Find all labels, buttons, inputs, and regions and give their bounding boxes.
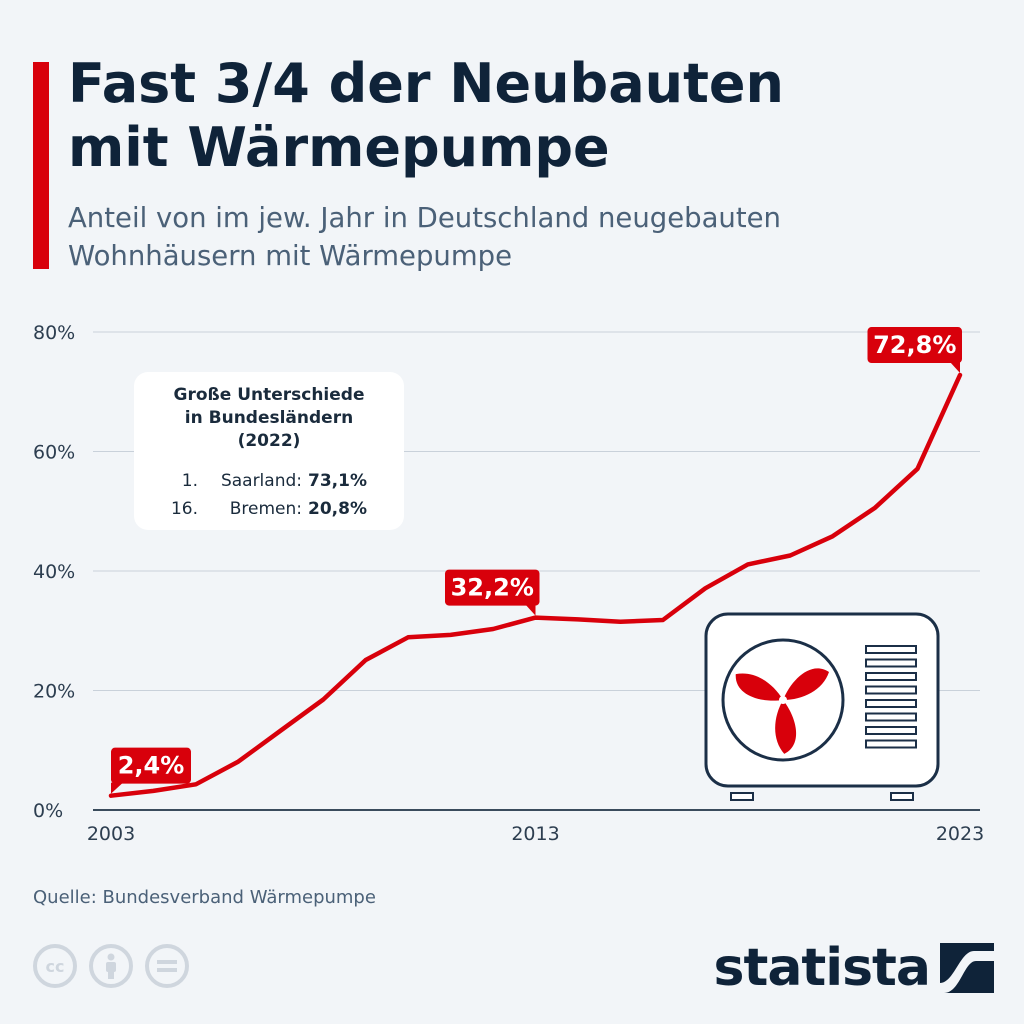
series-line	[108, 372, 963, 798]
y-tick-label: 20%	[33, 681, 75, 703]
series-group	[108, 372, 963, 798]
value-label: 2,4%	[111, 747, 191, 794]
y-tick-label: 80%	[33, 322, 75, 344]
vent-slat	[865, 658, 917, 668]
value-label-box	[867, 327, 962, 364]
annotation-state: Saarland:	[221, 471, 302, 491]
annotation-state: Bremen:	[230, 499, 302, 519]
x-tick-label: 2023	[936, 823, 984, 845]
vent-slat	[865, 726, 917, 735]
fan-icon	[735, 668, 829, 754]
source-note: Quelle: Bundesverband Wärmepumpe	[33, 887, 376, 908]
y-tick-label: 60%	[33, 442, 75, 464]
value-label: 72,8%	[867, 327, 962, 374]
license-icons: cc	[33, 944, 189, 988]
annotation-title-line: in Bundesländern	[185, 408, 353, 428]
annotation-panel	[134, 372, 404, 530]
fan-hub	[779, 696, 787, 704]
value-label-text: 72,8%	[873, 331, 956, 359]
heat-pump-icon	[704, 612, 940, 801]
line-chart: 0% 20% 40% 60% 80% 2003 2013 2023 2,4% 32,2% 72,…	[33, 322, 984, 845]
vent-slat	[865, 699, 917, 708]
vent-slat	[865, 685, 917, 695]
chart-title: Fast 3/4 der Neubauten mit Wärmepumpe	[68, 52, 784, 179]
value-label-tail	[525, 604, 536, 616]
cc-icon: cc	[33, 944, 77, 988]
fan-blade	[775, 700, 797, 754]
vent-slat	[865, 712, 917, 722]
heat-pump-foot-right	[890, 792, 914, 801]
vent-slat	[865, 672, 917, 681]
annotation-box: Große Unterschiede in Bundesländern (2022)…	[134, 372, 404, 530]
x-tick-label: 2013	[511, 823, 559, 845]
value-label-tail	[111, 782, 123, 794]
annotation-title-line: Große Unterschiede	[174, 385, 365, 405]
vent-slat	[865, 739, 917, 749]
annotation-value: 73,1%	[308, 471, 367, 491]
heat-pump-foot-left	[730, 792, 754, 801]
logo-wordmark: statista	[713, 938, 931, 998]
fan-blade	[783, 668, 829, 700]
value-label: 32,2%	[445, 569, 540, 616]
value-label-box	[445, 569, 540, 606]
fan-blade	[735, 673, 783, 701]
value-label-box	[111, 747, 191, 784]
annotation-rank: 1.	[182, 471, 198, 491]
vent-slat	[865, 645, 917, 654]
y-tick-label: 40%	[33, 561, 75, 583]
statista-logo-icon	[940, 943, 994, 993]
annotation-value: 20,8%	[308, 499, 367, 519]
by-person-icon	[89, 944, 133, 988]
value-label-tail	[950, 362, 960, 374]
y-axis-ticks: 0% 20% 40% 60% 80%	[33, 322, 75, 822]
y-tick-label: 0%	[33, 800, 63, 822]
x-tick-label: 2003	[87, 823, 135, 845]
grid-lines	[93, 331, 980, 811]
statista-logo: statista	[714, 938, 994, 998]
value-label-text: 32,2%	[451, 574, 534, 602]
value-labels: 2,4% 32,2% 72,8%	[111, 327, 962, 794]
chart-subtitle: Anteil von im jew. Jahr in Deutschland n…	[68, 202, 781, 272]
x-axis-ticks: 2003 2013 2023	[87, 823, 984, 845]
value-label-text: 2,4%	[118, 752, 185, 780]
annotation-title-line: (2022)	[238, 431, 301, 451]
annotation-rank: 16.	[171, 499, 198, 519]
nd-equals-icon	[145, 944, 189, 988]
accent-bar	[33, 62, 49, 269]
